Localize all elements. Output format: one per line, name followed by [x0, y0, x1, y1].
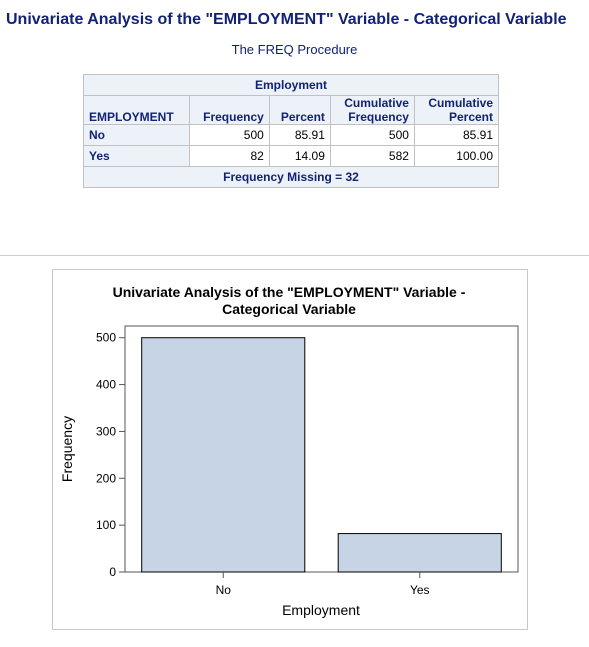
cum-pct-line1: Cumulative [428, 96, 493, 110]
cell-percent: 85.91 [268, 124, 331, 146]
chart-frame: Univariate Analysis of the "EMPLOYMENT" … [52, 269, 528, 630]
cell-cumulative-frequency: 500 [329, 124, 415, 146]
y-tick-label: 100 [96, 518, 116, 532]
chart-title-line2: Categorical Variable [222, 301, 356, 317]
cell-frequency: 500 [189, 124, 270, 146]
bar-chart: Univariate Analysis of the "EMPLOYMENT" … [59, 284, 519, 618]
y-tick-label: 200 [96, 471, 116, 485]
y-axis: 0 100 200 300 400 500 [96, 331, 125, 579]
y-tick-label: 400 [96, 378, 116, 392]
y-tick-label: 0 [109, 565, 116, 579]
y-tick-label: 300 [96, 424, 116, 438]
chart-title-line1: Univariate Analysis of the "EMPLOYMENT" … [113, 284, 466, 300]
column-header-percent: Percent [268, 95, 331, 125]
bar-yes [337, 533, 502, 573]
x-tick-label: Yes [410, 583, 430, 597]
cell-percent: 14.09 [268, 145, 331, 167]
row-label: No [82, 124, 191, 146]
plot-area [124, 325, 519, 573]
cell-cumulative-frequency: 582 [329, 145, 415, 167]
cell-frequency: 82 [189, 145, 270, 167]
x-axis: No Yes [216, 572, 430, 597]
column-header-frequency: Frequency [189, 95, 270, 125]
cum-freq-line2: Frequency [348, 110, 409, 124]
y-axis-label: Frequency [59, 416, 75, 482]
row-label: Yes [82, 145, 191, 167]
y-tick-label: 500 [96, 331, 116, 345]
x-tick-label: No [216, 583, 232, 597]
procedure-title: The FREQ Procedure [231, 42, 358, 57]
section-divider [0, 255, 589, 256]
spanning-header: Employment [83, 74, 499, 96]
table-row: Yes 82 14.09 582 100.00 [82, 145, 500, 167]
cell-cumulative-percent: 100.00 [413, 145, 500, 167]
bar-no [141, 337, 306, 573]
frequency-missing-footer: Frequency Missing = 32 [83, 166, 499, 188]
cum-freq-line1: Cumulative [344, 96, 409, 110]
x-axis-label: Employment [282, 602, 360, 618]
frequency-table: Employment EMPLOYMENT Frequency Percent … [82, 74, 500, 188]
bars [141, 337, 502, 573]
column-header-cumulative-percent: Cumulative Percent [413, 95, 500, 125]
column-header-employment: EMPLOYMENT [82, 95, 191, 125]
cum-pct-line2: Percent [448, 110, 493, 124]
table-row: No 500 85.91 500 85.91 [82, 124, 500, 146]
column-header-cumulative-frequency: Cumulative Frequency [329, 95, 415, 125]
cell-cumulative-percent: 85.91 [413, 124, 500, 146]
page-title: Univariate Analysis of the "EMPLOYMENT" … [6, 11, 567, 28]
